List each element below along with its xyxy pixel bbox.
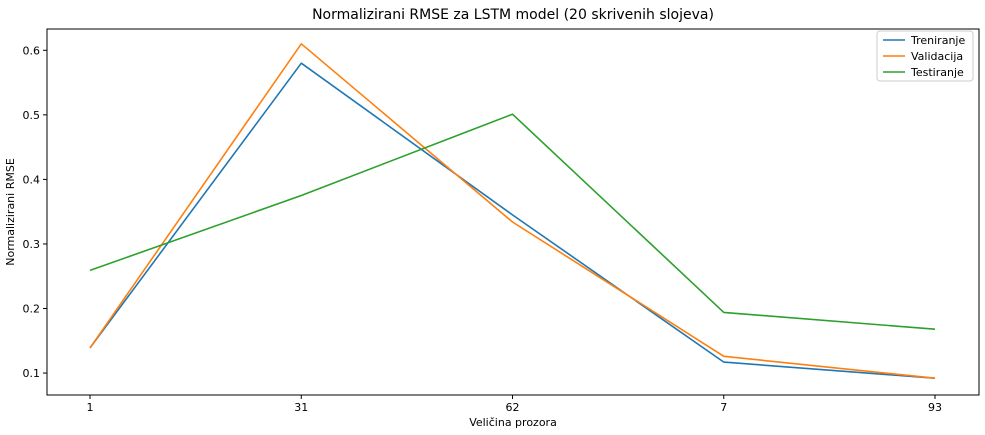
x-tick-label: 93: [928, 401, 942, 414]
series-line-testiranje: [89, 113, 936, 330]
y-tick-label: 0.4: [23, 173, 41, 186]
series-lines: [89, 42, 936, 379]
x-tick-label: 31: [294, 401, 308, 414]
x-axis-label: Veličina prozora: [469, 416, 557, 429]
y-tick-label: 0.3: [23, 238, 41, 251]
x-tick-label: 1: [87, 401, 94, 414]
y-axis: 0.1 0.2 0.3 0.4 0.5 0.6: [23, 44, 47, 380]
legend-label: Testiranje: [910, 66, 964, 79]
y-tick-label: 0.5: [23, 109, 41, 122]
legend-box: [876, 30, 974, 82]
chart-title: Normalizirani RMSE za LSTM model (20 skr…: [312, 7, 714, 23]
legend: Treniranje Validacija Testiranje: [876, 30, 974, 82]
y-tick-label: 0.6: [23, 44, 41, 57]
plot-area: [46, 28, 980, 396]
x-tick-label: 62: [506, 401, 520, 414]
legend-label: Validacija: [911, 50, 963, 63]
series-line-validacija: [89, 42, 936, 379]
y-axis-label: Normalizirani RMSE: [4, 158, 17, 266]
y-tick-label: 0.1: [23, 367, 41, 380]
x-tick-label: 7: [720, 401, 727, 414]
series-line-treniranje: [89, 62, 936, 379]
y-tick-label: 0.2: [23, 303, 41, 316]
x-axis: 1 31 62 7 93: [87, 395, 942, 414]
legend-label: Treniranje: [910, 34, 965, 47]
